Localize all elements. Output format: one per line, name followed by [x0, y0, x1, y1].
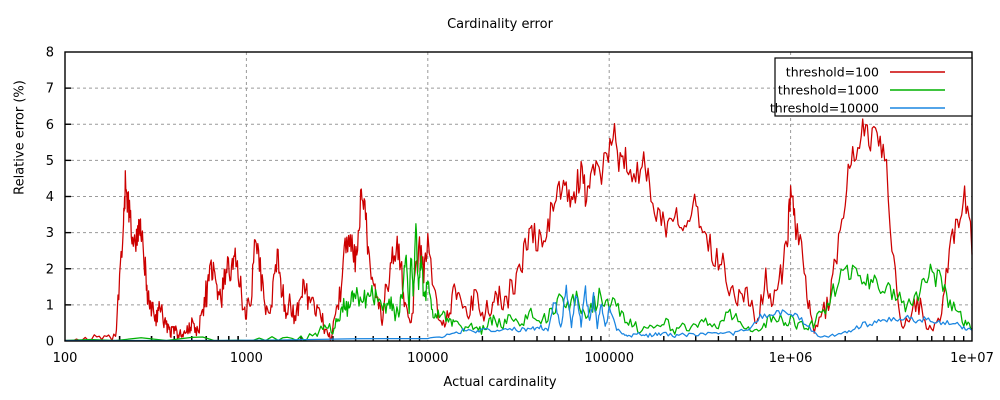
- y-tick-label: 3: [46, 226, 54, 241]
- y-tick-label: 1: [46, 298, 54, 313]
- series-line-0: [64, 118, 973, 342]
- legend-label-1: threshold=1000: [778, 83, 879, 98]
- y-tick-label: 4: [46, 190, 54, 205]
- x-tick-label: 1e+06: [769, 351, 813, 366]
- plot-frame: [64, 51, 973, 342]
- x-tick-label: 1000: [230, 351, 263, 366]
- y-tick-label: 8: [46, 46, 54, 61]
- y-tick-label: 6: [46, 118, 54, 133]
- gridlines: [65, 52, 972, 341]
- x-tick-label: 10000: [407, 351, 448, 366]
- series-line-1: [64, 223, 973, 342]
- y-tick-label: 2: [46, 262, 54, 277]
- data-series-group: [64, 118, 973, 342]
- series-line-2: [64, 284, 973, 342]
- y-tick-label: 0: [46, 335, 54, 350]
- legend-label-0: threshold=100: [786, 65, 879, 80]
- chart-title: Cardinality error: [447, 17, 553, 32]
- y-tick-label: 7: [46, 82, 54, 97]
- x-tick-label: 1e+07: [950, 351, 994, 366]
- x-tick-label: 100000: [584, 351, 634, 366]
- y-tick-label: 5: [46, 154, 54, 169]
- legend: threshold=100 threshold=1000 threshold=100…: [770, 57, 973, 117]
- x-axis-ticks: 100 1000 10000 100000 1e+06 1e+07: [53, 336, 994, 366]
- y-axis-ticks: 0 1 2 3 4 5 6 7 8: [46, 46, 71, 350]
- x-tick-label: 100: [53, 351, 78, 366]
- x-axis-label: Actual cardinality: [443, 375, 557, 390]
- legend-label-2: threshold=10000: [770, 101, 879, 116]
